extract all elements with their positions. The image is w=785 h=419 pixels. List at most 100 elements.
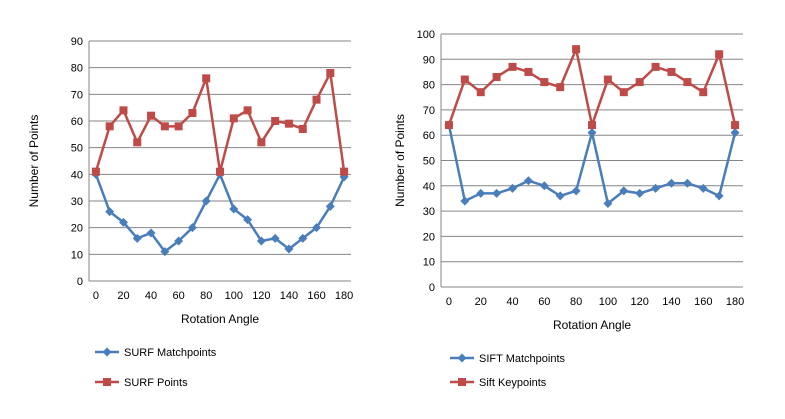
data-point — [572, 45, 581, 54]
data-point — [243, 106, 252, 115]
x-tick-label: 180 — [335, 290, 353, 302]
data-point — [460, 75, 469, 84]
x-tick-label: 120 — [631, 296, 649, 308]
x-tick-label: 120 — [252, 290, 270, 302]
data-point — [635, 188, 645, 198]
y-tick-label: 90 — [423, 54, 435, 66]
data-point — [133, 138, 142, 147]
data-point — [174, 122, 183, 131]
data-point — [257, 138, 266, 147]
data-point — [312, 223, 322, 233]
data-point — [119, 106, 128, 115]
data-point — [202, 74, 211, 83]
data-point — [699, 88, 708, 97]
legend-label: SURF Points — [124, 377, 188, 389]
data-point — [523, 176, 533, 186]
y-tick-label: 70 — [71, 89, 83, 101]
data-point — [476, 188, 486, 198]
data-point — [271, 117, 280, 125]
data-point — [524, 67, 533, 76]
data-point — [571, 186, 581, 196]
x-tick-label: 160 — [694, 296, 712, 308]
data-point — [160, 247, 170, 257]
data-point — [460, 196, 470, 206]
data-point — [682, 178, 692, 188]
data-point — [201, 196, 211, 206]
y-tick-label: 20 — [423, 231, 435, 243]
data-point — [105, 122, 114, 131]
y-tick-label: 0 — [429, 282, 435, 294]
data-point — [603, 75, 612, 84]
data-point — [730, 128, 740, 138]
y-tick-label: 80 — [423, 80, 435, 92]
y-tick-label: 40 — [71, 169, 83, 181]
data-point — [284, 244, 294, 254]
y-tick-label: 0 — [77, 276, 83, 288]
data-point — [105, 207, 115, 217]
y-tick-label: 100 — [417, 29, 435, 41]
data-point — [588, 121, 596, 130]
legend-marker — [102, 347, 112, 357]
data-point — [312, 95, 321, 104]
data-point — [216, 167, 224, 176]
x-tick-label: 100 — [599, 296, 617, 308]
data-point — [229, 204, 239, 214]
y-axis-title: Number of Points — [393, 114, 407, 207]
x-tick-label: 100 — [225, 290, 243, 302]
x-tick-label: 140 — [280, 290, 298, 302]
data-point — [683, 78, 692, 87]
y-tick-label: 10 — [423, 257, 435, 269]
data-point — [132, 233, 142, 243]
data-point — [91, 167, 100, 176]
data-point — [667, 67, 676, 76]
data-point — [556, 83, 565, 92]
data-point — [651, 62, 660, 71]
x-axis-title: Rotation Angle — [553, 318, 631, 332]
data-point — [444, 121, 453, 130]
y-tick-label: 80 — [71, 63, 83, 75]
y-tick-label: 40 — [423, 181, 435, 193]
data-point — [731, 121, 740, 130]
data-point — [539, 181, 549, 191]
data-point — [508, 183, 518, 193]
x-tick-label: 0 — [446, 296, 452, 308]
data-point — [508, 62, 517, 71]
data-point — [587, 128, 597, 138]
data-point — [635, 78, 644, 87]
data-point — [476, 88, 485, 97]
data-point — [540, 78, 549, 87]
x-tick-label: 60 — [538, 296, 550, 308]
data-point — [187, 223, 197, 233]
x-tick-label: 80 — [570, 296, 582, 308]
data-point — [603, 199, 613, 209]
data-point — [146, 228, 156, 238]
y-tick-label: 30 — [71, 196, 83, 208]
data-point — [555, 191, 565, 201]
legend-marker — [457, 353, 467, 363]
data-point — [284, 119, 293, 128]
data-point — [619, 186, 629, 196]
series-line-1 — [94, 173, 346, 253]
y-tick-label: 50 — [423, 156, 435, 168]
data-point — [492, 188, 502, 198]
x-tick-label: 20 — [475, 296, 487, 308]
data-point — [340, 167, 349, 176]
chart-1: 0 10 20 30 40 50 60 70 80 90 0 20 40 60 80 100 120 140 160… — [27, 36, 353, 389]
legend-label: SURF Matchpoints — [124, 347, 217, 359]
data-point — [715, 50, 724, 59]
data-point — [326, 69, 335, 77]
x-tick-label: 40 — [145, 290, 157, 302]
data-point — [174, 236, 184, 246]
x-tick-label: 160 — [307, 290, 325, 302]
y-axis-title: Number of Points — [27, 115, 41, 208]
y-tick-label: 70 — [423, 105, 435, 117]
y-tick-label: 90 — [71, 36, 83, 48]
y-tick-label: 60 — [71, 116, 83, 128]
x-tick-label: 80 — [200, 290, 212, 302]
y-tick-label: 50 — [71, 143, 83, 155]
x-tick-label: 180 — [726, 296, 744, 308]
legend-marker — [458, 378, 466, 386]
y-tick-label: 60 — [423, 130, 435, 142]
x-tick-label: 0 — [93, 290, 99, 302]
